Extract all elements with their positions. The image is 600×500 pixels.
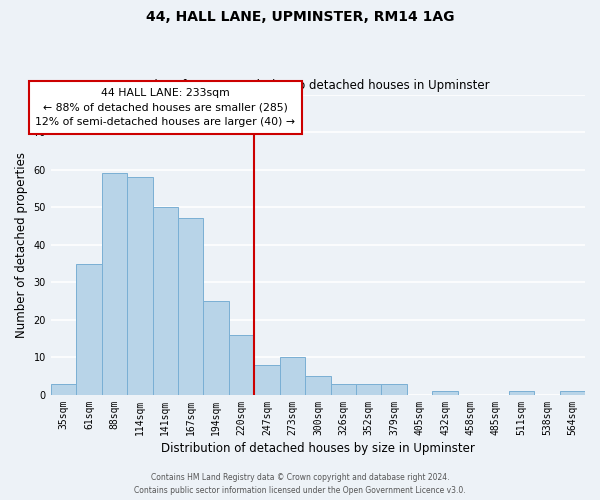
Bar (280, 358, 305, 395)
Text: 44, HALL LANE, UPMINSTER, RM14 1AG: 44, HALL LANE, UPMINSTER, RM14 1AG (146, 10, 454, 24)
Text: Contains HM Land Registry data © Crown copyright and database right 2024.
Contai: Contains HM Land Registry data © Crown c… (134, 474, 466, 495)
Bar (382, 384, 407, 395)
Bar (127, 177, 152, 395)
Bar (51, 384, 76, 395)
Bar (254, 365, 280, 395)
Title: Size of property relative to detached houses in Upminster: Size of property relative to detached ho… (146, 79, 489, 92)
Bar (509, 391, 534, 395)
X-axis label: Distribution of detached houses by size in Upminster: Distribution of detached houses by size … (161, 442, 475, 455)
Bar (356, 384, 382, 395)
Bar (305, 376, 331, 395)
Bar (331, 384, 356, 395)
Bar (560, 391, 585, 395)
Bar (101, 174, 127, 395)
Text: 44 HALL LANE: 233sqm
← 88% of detached houses are smaller (285)
12% of semi-deta: 44 HALL LANE: 233sqm ← 88% of detached h… (35, 88, 295, 128)
Bar (152, 207, 178, 395)
Bar (433, 391, 458, 395)
Y-axis label: Number of detached properties: Number of detached properties (15, 152, 28, 338)
Bar (76, 264, 101, 395)
Bar (203, 301, 229, 395)
Bar (178, 218, 203, 395)
Bar (229, 335, 254, 395)
